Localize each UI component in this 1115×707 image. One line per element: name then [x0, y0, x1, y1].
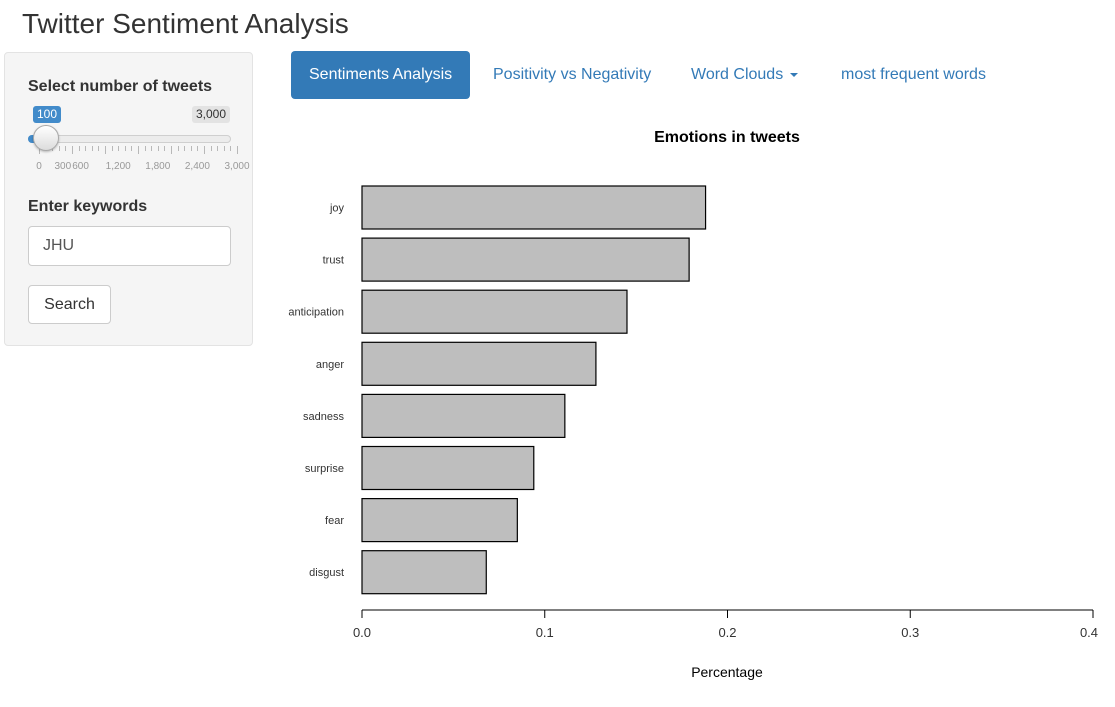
bar-sadness	[361, 393, 566, 438]
chart-title: Emotions in tweets	[654, 129, 800, 146]
tab-label: most frequent words	[841, 66, 986, 83]
emotions-bar-chart: Emotions in tweets joy trust anticipation a…	[288, 129, 1098, 680]
category-label: joy	[329, 203, 345, 215]
slider-tick	[72, 146, 73, 154]
slider-grid-label: 600	[72, 161, 89, 172]
slider-grid-label: 0	[36, 161, 42, 172]
search-button[interactable]: Search	[28, 285, 111, 324]
slider-tick	[124, 146, 126, 151]
slider-tick	[85, 146, 87, 151]
sidebar-panel: Select number of tweets 100 3,000 0 300 60…	[4, 52, 253, 346]
bar-anticipation	[361, 289, 628, 334]
keywords-label: Enter keywords	[28, 198, 148, 215]
x-tick-label: 0.3	[901, 625, 919, 640]
tweets-count-label: Select number of tweets	[28, 78, 213, 95]
slider-tick	[197, 146, 199, 151]
tab-label: Word Clouds	[691, 66, 784, 83]
slider-grid-label: 3,000	[224, 161, 250, 172]
slider-tick	[171, 146, 172, 154]
slider-tick	[144, 146, 146, 151]
slider-tick	[190, 146, 192, 151]
slider-max-badge: 3,000	[191, 106, 230, 123]
slider-tick	[204, 146, 205, 154]
category-label: surprise	[305, 463, 344, 475]
slider-tick	[230, 146, 232, 151]
slider-tick	[58, 146, 60, 151]
slider-value-badge: 100	[33, 106, 62, 123]
slider-tick	[164, 146, 166, 151]
slider-tick	[151, 146, 153, 151]
slider-tick	[39, 146, 40, 154]
x-axis-title: Percentage	[691, 664, 763, 680]
slider-tick	[210, 146, 212, 151]
category-label: anger	[316, 359, 344, 371]
x-tick-label: 0.2	[718, 625, 736, 640]
x-tick-label: 0.4	[1080, 625, 1098, 640]
slider-tick	[223, 146, 225, 151]
x-tick-label: 0.0	[353, 625, 371, 640]
keywords-input[interactable]	[28, 226, 231, 266]
tab-label: Sentiments Analysis	[309, 66, 453, 83]
tab-word-clouds[interactable]: Word Clouds	[691, 51, 799, 99]
slider-grid-label: 1,800	[145, 161, 171, 172]
tab-label: Positivity vs Negativity	[493, 66, 652, 83]
slider-tick	[78, 146, 80, 151]
slider-tick	[65, 146, 67, 151]
slider-tick	[131, 146, 133, 151]
slider-tick	[118, 146, 120, 151]
slider-grid	[39, 146, 238, 156]
tab-positivity-vs-negativity[interactable]: Positivity vs Negativity	[493, 51, 651, 99]
bar-joy	[361, 185, 707, 230]
slider-tick	[98, 146, 100, 151]
category-label: anticipation	[288, 307, 344, 319]
category-label: disgust	[309, 567, 344, 579]
tab-most-frequent-words[interactable]: most frequent words	[841, 51, 986, 99]
bars-layer: joy trust anticipation anger sadness surprise…	[288, 185, 707, 595]
slider-tick	[237, 146, 238, 154]
slider-grid-label: 1,200	[105, 161, 131, 172]
slider-grid-label: 2,400	[184, 161, 210, 172]
slider-handle[interactable]	[33, 125, 59, 151]
bar-surprise	[361, 445, 535, 491]
slider-grid-label: 300	[54, 161, 72, 172]
caret-down-icon	[790, 72, 799, 77]
category-label: fear	[325, 515, 344, 527]
slider-tick	[184, 146, 186, 151]
slider-tick	[177, 146, 179, 151]
app-title: Twitter Sentiment Analysis	[22, 8, 349, 39]
category-label: trust	[323, 255, 344, 267]
slider-tick	[138, 146, 139, 154]
slider-tick	[105, 146, 106, 154]
slider-tick	[217, 146, 219, 151]
x-tick-label: 0.1	[536, 625, 554, 640]
category-label: sadness	[303, 411, 344, 423]
tab-sentiments-analysis[interactable]: Sentiments Analysis	[291, 51, 471, 99]
x-axis: 0.0 0.1 0.2 0.3 0.4	[353, 609, 1098, 640]
bar-anger	[361, 341, 597, 386]
bar-trust	[361, 237, 690, 282]
bar-disgust	[361, 550, 487, 595]
bar-fear	[361, 498, 518, 543]
slider-tick	[111, 146, 113, 151]
slider-tick	[91, 146, 93, 151]
slider-tick	[157, 146, 159, 151]
